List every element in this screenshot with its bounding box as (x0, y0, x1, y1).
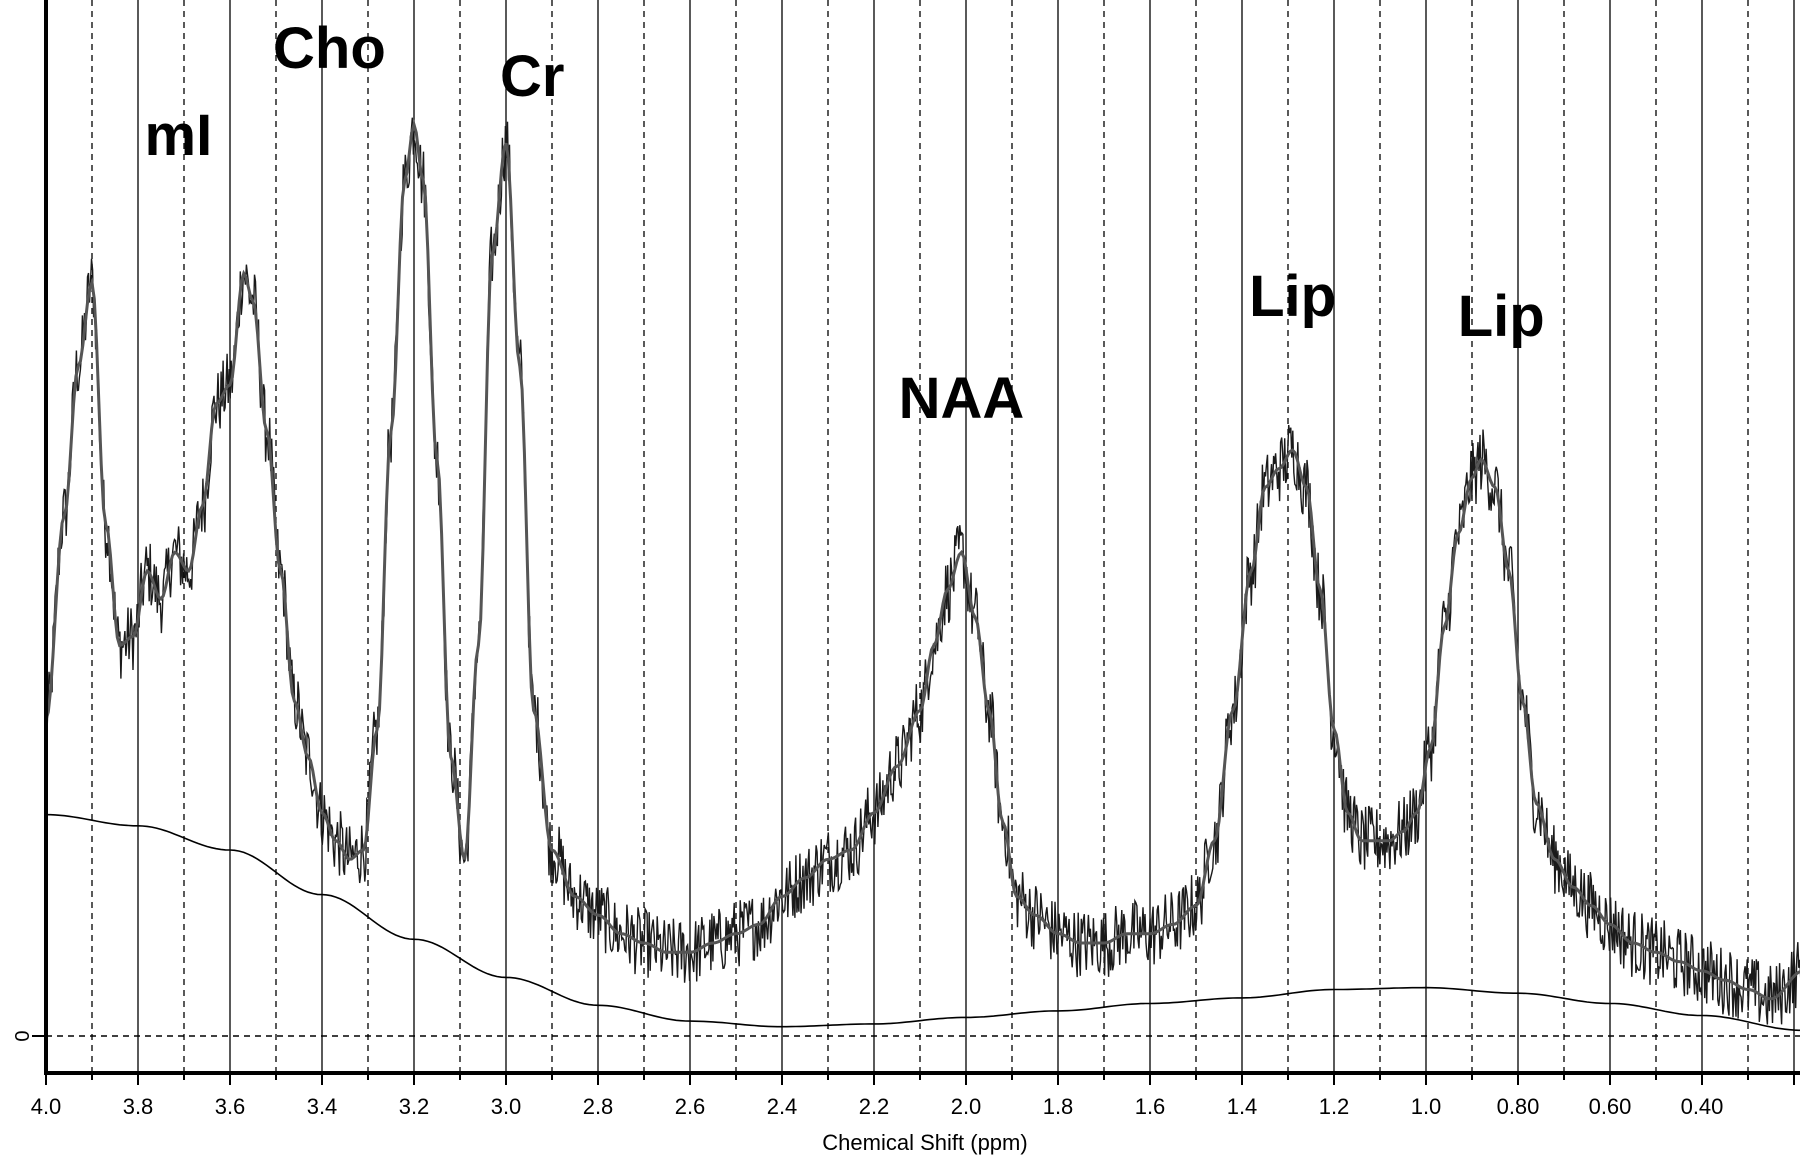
x-tick-label: 1.2 (1319, 1094, 1350, 1119)
x-tick-label: 3.0 (491, 1094, 522, 1119)
x-axis-title: Chemical Shift (ppm) (822, 1130, 1027, 1155)
peak-label-lip: Lip (1249, 264, 1336, 329)
x-tick-label: 3.6 (215, 1094, 246, 1119)
x-tick-label: 0.40 (1681, 1094, 1724, 1119)
x-tick-label: 0.80 (1497, 1094, 1540, 1119)
x-tick-label: 1.8 (1043, 1094, 1074, 1119)
spectrum-line (45, 117, 1800, 1025)
peak-label-lip: Lip (1458, 284, 1545, 349)
peak-label-cho: Cho (273, 16, 386, 81)
x-tick-label: 0.60 (1589, 1094, 1632, 1119)
peak-labels: mI Cho Cr NAA Lip Lip (145, 16, 1545, 431)
peak-label-naa: NAA (899, 366, 1025, 431)
grid-lines (45, 0, 1795, 1073)
fit-curve (44, 119, 1800, 1001)
baseline-curve (46, 813, 1800, 1032)
x-tick-label: 3.2 (399, 1094, 430, 1119)
axes: 0 4.0 3.8 3.6 3.4 3.2 3.0 2.8 2.6 2.4 2.2 2.0 1.8 1.6… (12, 0, 1800, 1119)
peak-label-mi: mI (145, 103, 213, 168)
x-tick-label: 4.0 (31, 1094, 62, 1119)
x-tick-label: 1.6 (1135, 1094, 1166, 1119)
x-tick-label: 2.4 (767, 1094, 798, 1119)
x-tick-label: 2.0 (951, 1094, 982, 1119)
x-tick-label: 2.6 (675, 1094, 706, 1119)
peak-label-cr: Cr (500, 44, 564, 109)
x-tick-label: 2.8 (583, 1094, 614, 1119)
x-tick-label: 3.4 (307, 1094, 338, 1119)
x-tick-label: 1.0 (1411, 1094, 1442, 1119)
y-tick-label: 0 (12, 1030, 34, 1041)
x-tick-label: 2.2 (859, 1094, 890, 1119)
x-tick-label: 1.4 (1227, 1094, 1258, 1119)
x-tick-label: 3.8 (123, 1094, 154, 1119)
